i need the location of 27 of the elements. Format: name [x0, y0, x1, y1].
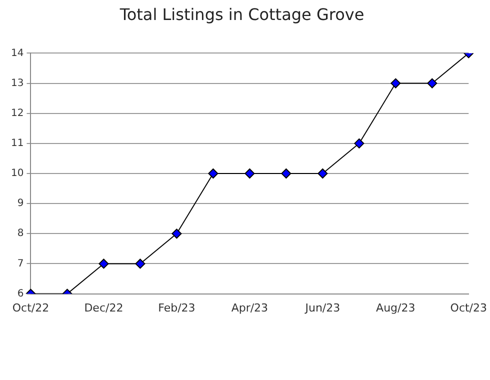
y-tick-label: 7 [17, 258, 24, 270]
y-tick-label: 11 [10, 138, 24, 150]
x-tick-label: Oct/22 [12, 301, 50, 314]
y-tick-label: 8 [17, 228, 24, 240]
point [427, 78, 438, 88]
x-tick-label: Oct/23 [450, 301, 488, 314]
point [208, 168, 218, 178]
x-tick-label: Dec/22 [84, 301, 124, 314]
point [244, 168, 255, 178]
y-tick-label: 14 [10, 48, 24, 59]
point [354, 138, 364, 148]
y-tick-label: 12 [10, 108, 24, 119]
y-tick-label: 13 [10, 78, 24, 89]
x-tick-label: Jun/23 [304, 301, 340, 314]
x-tick-label: Feb/23 [158, 301, 196, 314]
point [390, 78, 401, 88]
point [172, 228, 182, 239]
point [281, 168, 292, 178]
point [98, 258, 109, 269]
y-tick-label: 9 [17, 198, 24, 210]
chart-title: Total Listings in Cottage Grove [118, 4, 364, 24]
y-tick-label: 6 [17, 288, 24, 300]
point [135, 258, 146, 269]
y-tick-label: 10 [10, 168, 24, 180]
point [318, 168, 328, 178]
x-tick-label: Apr/23 [231, 301, 268, 314]
x-tick-label: Aug/23 [376, 301, 416, 314]
